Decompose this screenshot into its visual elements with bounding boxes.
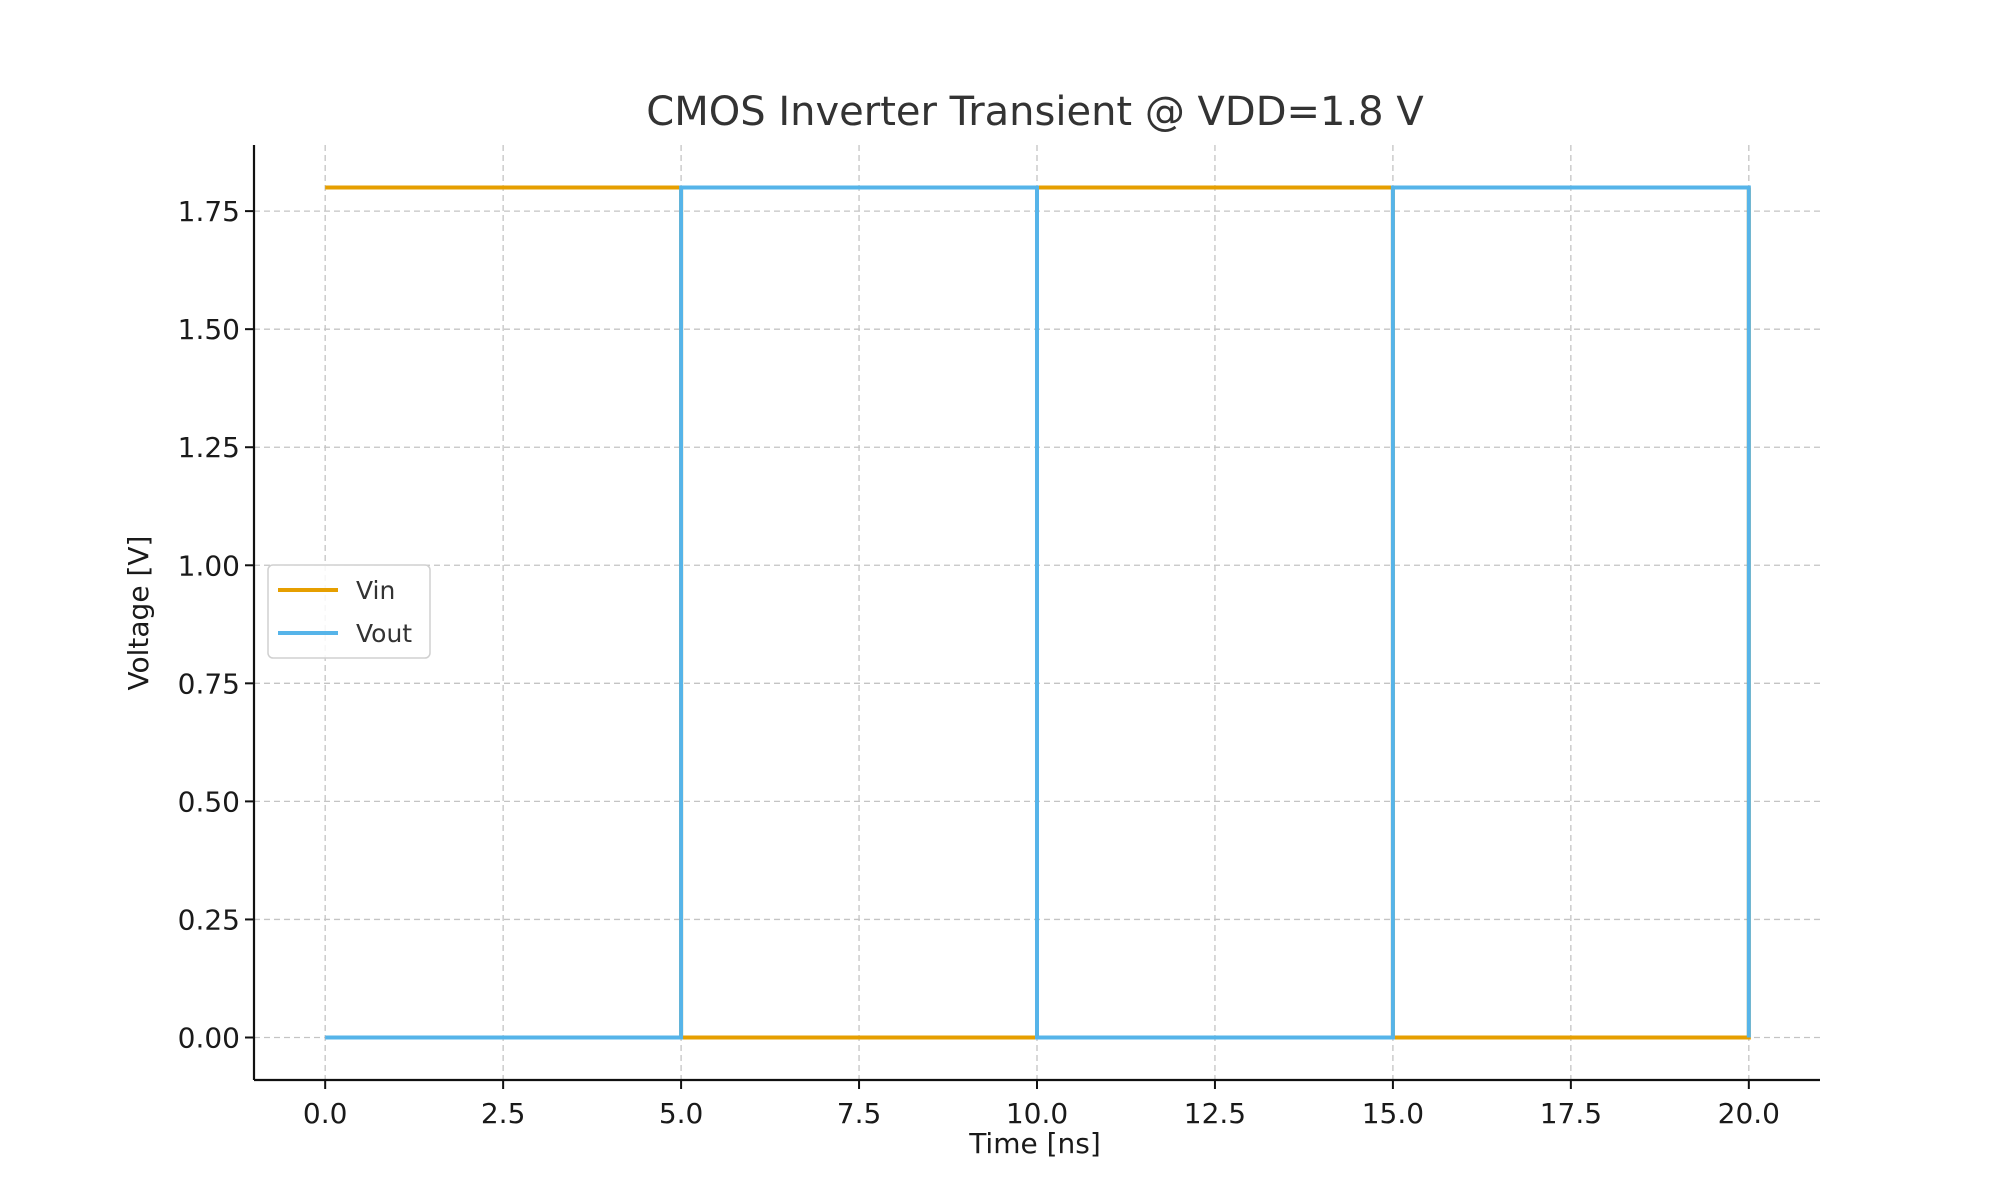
- legend-label-vin: Vin: [356, 576, 395, 605]
- x-tick-label: 15.0: [1362, 1097, 1424, 1130]
- x-tick-label: 0.0: [303, 1097, 348, 1130]
- legend: Vin Vout: [267, 564, 431, 659]
- x-tick-label: 17.5: [1540, 1097, 1602, 1130]
- y-tick-label: 1.75: [178, 195, 240, 228]
- y-axis-label: Voltage [V]: [122, 536, 155, 691]
- y-tick-label: 0.25: [178, 903, 240, 936]
- y-tick-label: 0.50: [178, 785, 240, 818]
- x-tick-label: 2.5: [481, 1097, 526, 1130]
- x-axis-label: Time [ns]: [968, 1127, 1101, 1160]
- legend-label-vout: Vout: [356, 619, 412, 648]
- x-tick-label: 20.0: [1718, 1097, 1780, 1130]
- x-tick-label: 5.0: [659, 1097, 704, 1130]
- x-tick-label: 7.5: [837, 1097, 882, 1130]
- series-line-vout: [325, 185, 1751, 1040]
- x-tick-label: 12.5: [1184, 1097, 1246, 1130]
- x-tick-label: 10.0: [1006, 1097, 1068, 1130]
- series-layer: [325, 185, 1751, 1040]
- y-tick-label: 1.00: [178, 549, 240, 582]
- axes-layer: 0.0 2.5 5.0 7.5 10.0 12.5 15.0 17.5 20.0 0.00 0.25…: [178, 145, 1820, 1130]
- y-tick-label: 1.25: [178, 431, 240, 464]
- chart-title: CMOS Inverter Transient @ VDD=1.8 V: [646, 89, 1424, 135]
- y-tick-label: 0.75: [178, 667, 240, 700]
- y-tick-label: 0.00: [178, 1022, 240, 1055]
- y-tick-label: 1.50: [178, 313, 240, 346]
